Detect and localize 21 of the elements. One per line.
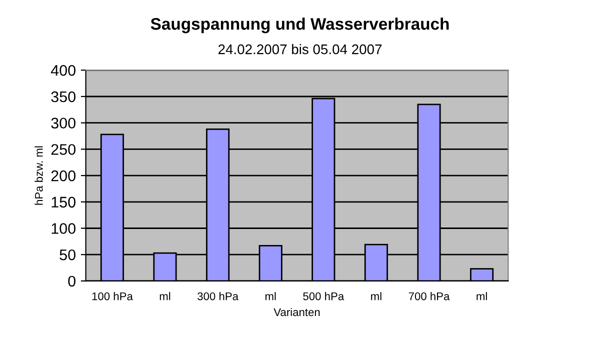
y-tick-label: 250 — [51, 144, 76, 155]
y-tick-label: 350 — [51, 91, 76, 102]
x-tick-label: ml — [265, 292, 276, 300]
y-tick-label: 0 — [68, 276, 76, 287]
y-tick-label: 50 — [60, 249, 76, 260]
y-tick-label: 150 — [52, 196, 76, 208]
y-tick-label: 100 — [52, 223, 76, 234]
y-axis-title: hPa bzw. ml — [34, 146, 43, 205]
y-tick-label: 300 — [51, 118, 76, 129]
y-tick-label: 200 — [51, 170, 76, 182]
x-axis-title: Varianten — [274, 308, 320, 316]
x-tick-label: ml — [371, 292, 382, 300]
x-tick-label: 700 hPa — [408, 292, 450, 300]
x-tick-label: ml — [160, 292, 170, 300]
x-tick-label: ml — [476, 292, 487, 300]
x-tick-label: 100 hPa — [92, 292, 133, 300]
y-tick-label: 400 — [50, 65, 76, 76]
x-tick-label: 300 hPa — [198, 292, 238, 300]
chart-subtitle: 24.02.2007 bis 05.04 2007 — [218, 44, 382, 54]
chart-title: Saugspannung und Wasserverbrauch — [150, 18, 449, 34]
x-tick-label: 500 hPa — [303, 292, 344, 300]
